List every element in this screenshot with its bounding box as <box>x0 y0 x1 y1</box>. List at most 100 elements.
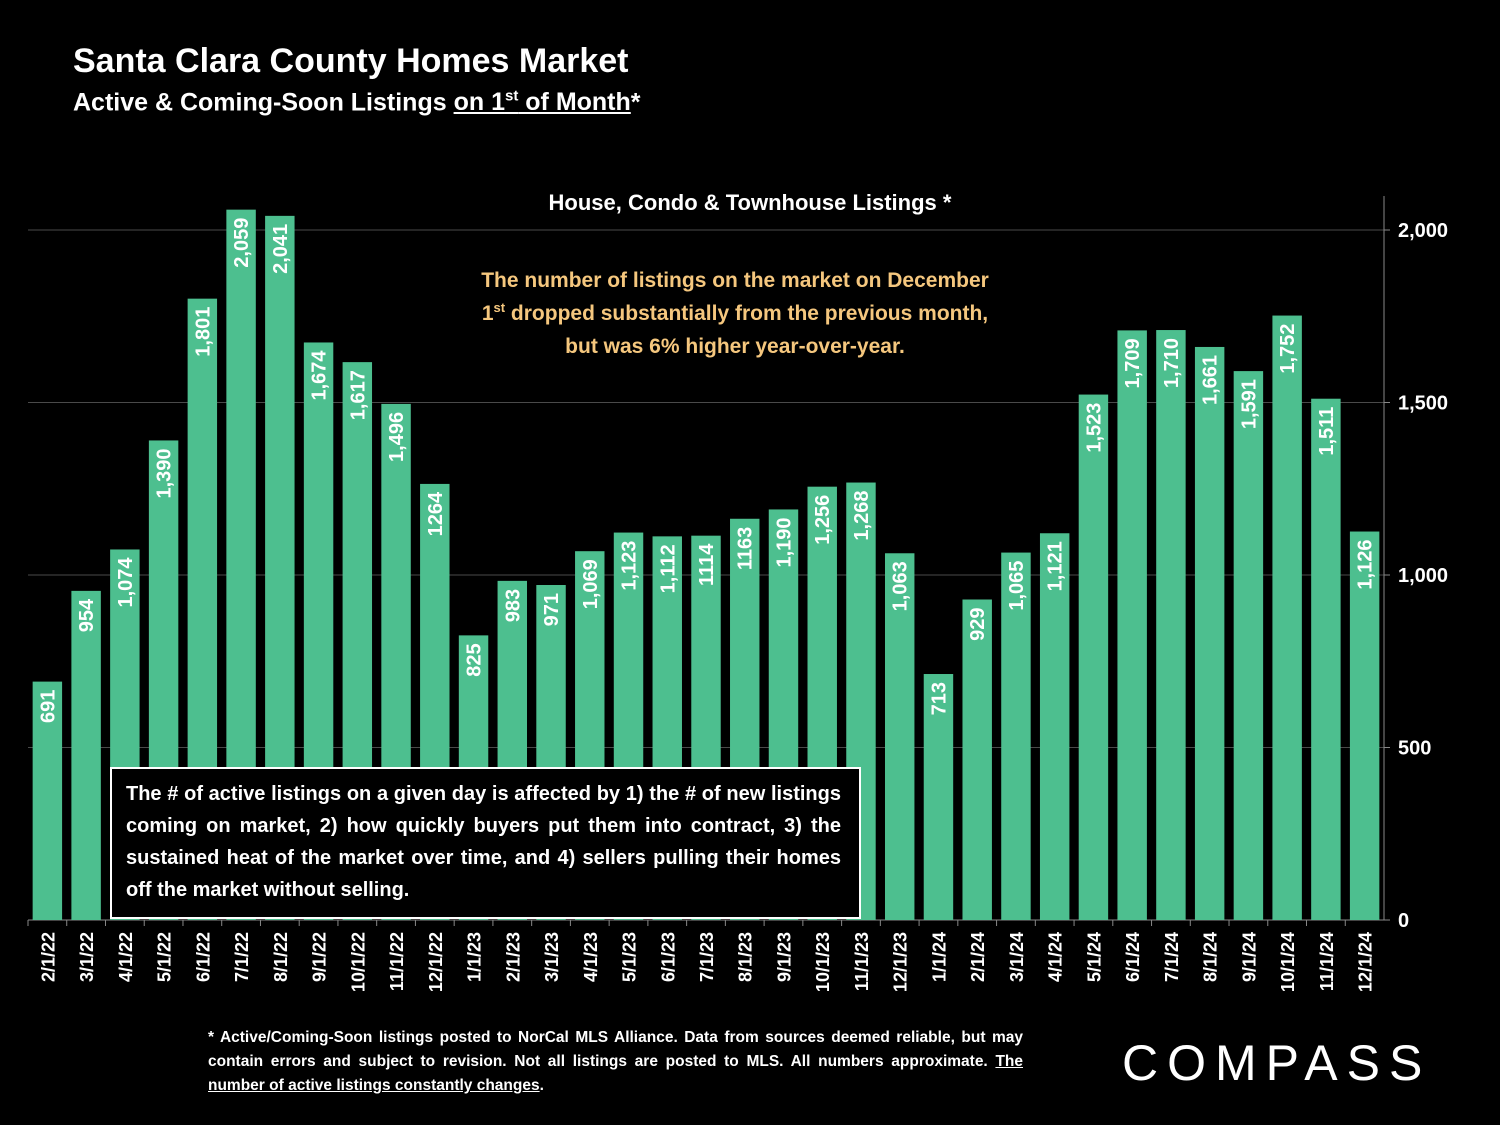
data-label: 2,059 <box>231 218 253 268</box>
data-label: 983 <box>502 589 524 622</box>
info-box: The # of active listings on a given day … <box>110 767 861 919</box>
data-label: 1,674 <box>309 350 331 401</box>
data-label: 713 <box>928 682 950 715</box>
data-label: 1,121 <box>1045 541 1067 591</box>
x-tick-label: 2/1/22 <box>38 932 58 982</box>
footnote-end: . <box>539 1077 544 1094</box>
data-label: 1,126 <box>1355 540 1377 590</box>
page-subtitle: Active & Coming-Soon Listings on 1st of … <box>73 88 641 117</box>
bar <box>1349 531 1380 920</box>
data-label: 1163 <box>735 527 757 570</box>
annotation-line-2-pre: 1 <box>481 302 494 325</box>
data-label: 1,123 <box>619 541 641 591</box>
data-label: 1,752 <box>1277 324 1299 374</box>
x-tick-label: 3/1/24 <box>1007 932 1027 982</box>
footnote: * Active/Coming-Soon listings posted to … <box>208 1026 1023 1098</box>
bar <box>884 553 915 920</box>
x-tick-label: 8/1/22 <box>271 932 291 982</box>
x-tick-label: 3/1/22 <box>77 932 97 982</box>
subtitle-underlined: on 1st of Month <box>454 88 631 116</box>
y-tick-label: 0 <box>1398 910 1409 932</box>
annotation-line-1: The number of listings on the market on … <box>481 269 989 292</box>
x-tick-label: 6/1/22 <box>193 932 213 982</box>
annotation-line-2-post: dropped substantially from the previous … <box>505 302 989 325</box>
footnote-text: * Active/Coming-Soon listings posted to … <box>208 1029 1023 1070</box>
data-label: 1,069 <box>580 559 602 609</box>
data-label: 1,709 <box>1122 338 1144 388</box>
bar <box>32 681 63 920</box>
data-label: 1,496 <box>386 412 408 462</box>
x-tick-label: 11/1/23 <box>852 932 872 991</box>
data-label: 1,256 <box>812 495 834 545</box>
bar <box>1233 371 1264 921</box>
subtitle-underlined-post: of Month <box>518 88 631 117</box>
chart-title: House, Condo & Townhouse Listings * <box>548 190 952 215</box>
bar <box>1194 346 1225 921</box>
annotation-callout: The number of listings on the market on … <box>420 264 1050 363</box>
x-tick-label: 8/1/24 <box>1201 932 1221 982</box>
page-title: Santa Clara County Homes Market <box>73 42 629 80</box>
x-tick-label: 7/1/23 <box>697 932 717 982</box>
x-tick-label: 9/1/22 <box>310 932 330 982</box>
x-tick-label: 10/1/22 <box>348 932 368 992</box>
annotation-line-2: 1st dropped substantially from the previ… <box>420 297 1050 330</box>
data-label: 1,390 <box>154 448 176 498</box>
data-label: 1,063 <box>890 561 912 611</box>
x-tick-label: 11/1/24 <box>1317 932 1337 991</box>
data-label: 1,617 <box>347 370 369 420</box>
data-label: 1,190 <box>773 517 795 567</box>
x-tick-label: 1/1/24 <box>929 932 949 982</box>
compass-logo: COMPASS <box>1122 1035 1432 1091</box>
y-tick-labels: 0 500 1,000 1,500 2,000 <box>1398 220 1448 932</box>
data-label: 1,801 <box>192 307 214 357</box>
y-tick-label: 1,000 <box>1398 565 1448 587</box>
y-tick-label: 1,500 <box>1398 393 1448 415</box>
annotation-superscript: st <box>493 300 506 315</box>
x-tick-label: 5/1/22 <box>155 932 175 982</box>
x-tick-label: 10/1/23 <box>813 932 833 992</box>
x-tick-label: 8/1/23 <box>736 932 756 982</box>
data-label: 1,511 <box>1316 407 1338 456</box>
x-tick-label: 2/1/23 <box>503 932 523 982</box>
x-tick-label: 1/1/23 <box>465 932 485 982</box>
x-tick-label: 10/1/24 <box>1278 932 1298 992</box>
data-label: 1,065 <box>1006 561 1028 611</box>
bar <box>1001 552 1031 920</box>
bar <box>1156 330 1186 920</box>
data-label: 1264 <box>425 491 447 536</box>
x-tick-label: 12/1/23 <box>891 932 911 992</box>
x-tick-label: 5/1/24 <box>1084 932 1104 982</box>
data-label: 1114 <box>696 543 718 586</box>
subtitle-underlined-pre: on 1 <box>453 88 505 117</box>
data-label: 1,591 <box>1238 379 1260 429</box>
x-tick-label: 9/1/24 <box>1239 932 1259 982</box>
x-tick-label: 2/1/24 <box>968 932 988 982</box>
x-tick-labels: 2/1/22 3/1/22 4/1/22 5/1/22 6/1/22 7/1/22 8/1/… <box>38 932 1375 992</box>
x-tick-label: 4/1/22 <box>116 932 136 982</box>
x-tick-label: 5/1/23 <box>620 932 640 982</box>
footnote-underlined: The number of active listings constantly… <box>208 1053 1023 1094</box>
y-tick-label: 2,000 <box>1398 220 1448 242</box>
data-label: 971 <box>541 593 563 626</box>
data-label: 954 <box>76 598 98 632</box>
data-label: 1,710 <box>1161 338 1183 388</box>
data-label: 929 <box>967 607 989 640</box>
y-tick-label: 500 <box>1398 738 1431 760</box>
x-tick-label: 4/1/23 <box>581 932 601 982</box>
data-label: 1,523 <box>1083 403 1105 453</box>
x-tick-label: 12/1/24 <box>1356 932 1376 992</box>
data-label: 1,112 <box>657 544 679 593</box>
bar <box>71 590 101 920</box>
x-tick-label: 9/1/23 <box>774 932 794 982</box>
x-tick-label: 4/1/24 <box>1046 932 1066 982</box>
x-tick-label: 7/1/24 <box>1162 932 1182 982</box>
bar <box>962 599 992 920</box>
subtitle-superscript: st <box>504 88 519 105</box>
x-tick-label: 7/1/22 <box>232 932 252 982</box>
data-label: 1,661 <box>1200 355 1222 405</box>
data-label: 825 <box>464 643 486 676</box>
data-label: 691 <box>37 690 59 723</box>
x-tick-label: 3/1/23 <box>542 932 562 982</box>
data-labels: 691 954 1,074 1,390 1,801 2,059 2,041 1,674 1,61… <box>37 218 1376 723</box>
